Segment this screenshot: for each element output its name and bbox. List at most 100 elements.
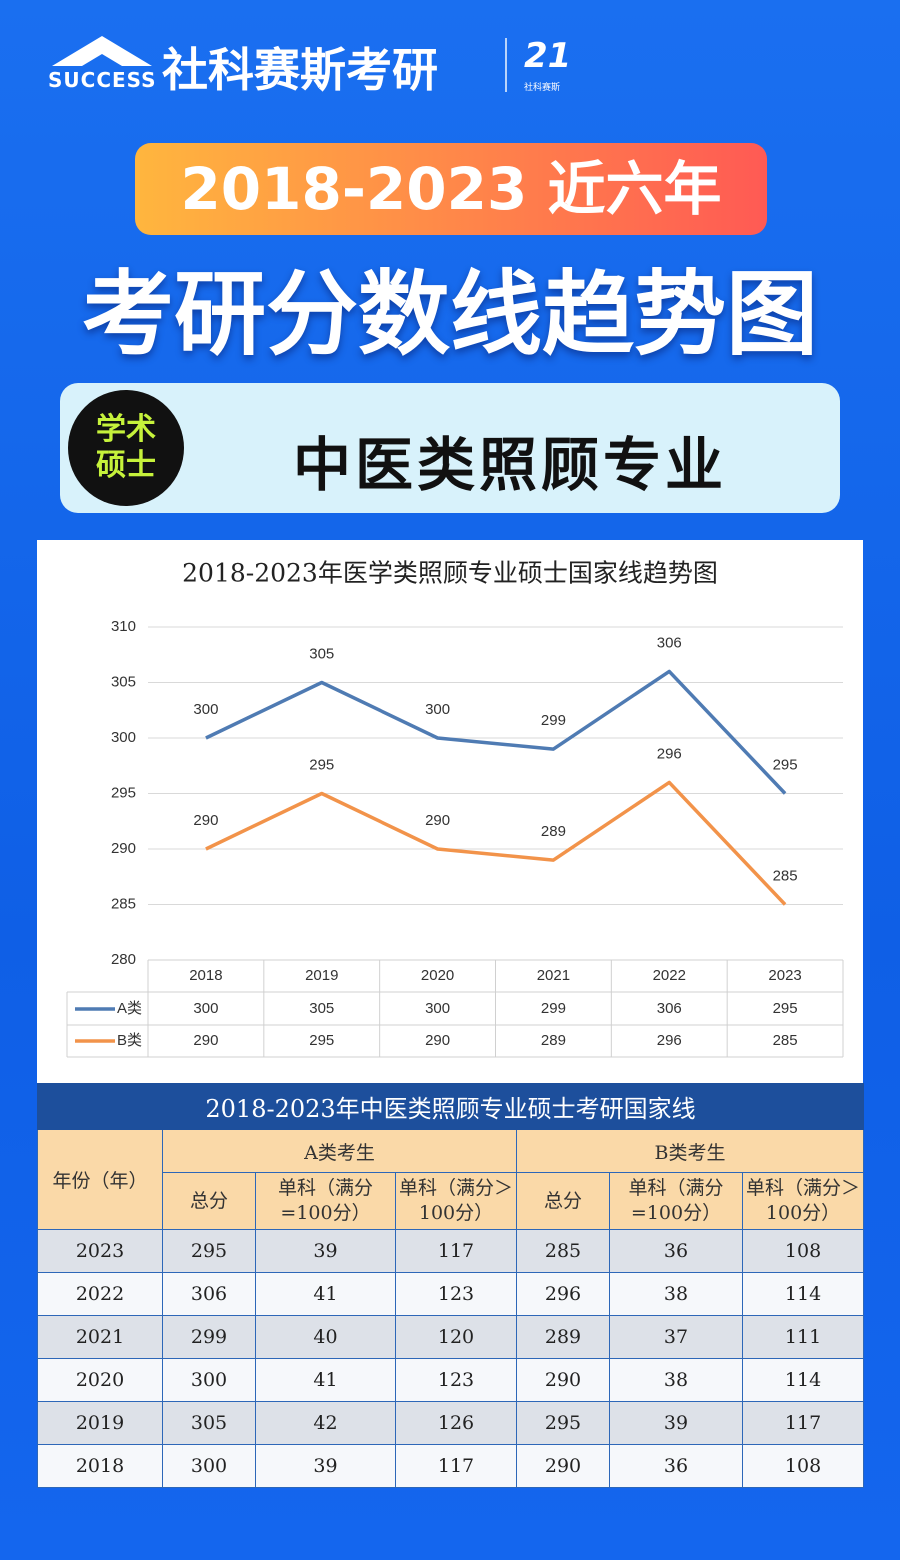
brand-cn: 社科赛斯考研 (162, 43, 438, 97)
data-label: 305 (309, 645, 334, 662)
table-cell: 40 (255, 1315, 396, 1359)
table-cell: 38 (609, 1358, 743, 1402)
data-label: 300 (425, 701, 450, 718)
table-cell: 39 (255, 1229, 396, 1273)
table-cell: 2018-2023年中医类照顾专业硕士考研国家线 (36, 1083, 865, 1130)
data-label: 300 (193, 701, 218, 718)
table-cell: 41 (255, 1358, 396, 1402)
table-cell: 年份（年） (37, 1129, 163, 1230)
legend-label: A类 (117, 1000, 142, 1017)
table-cell: 300 (162, 1444, 256, 1488)
table-cell: 2018 (37, 1444, 163, 1488)
legend-label: B类 (117, 1032, 142, 1049)
table-row: 2020 300 41 123 290 38 114 (37, 1358, 865, 1402)
table-value: 295 (773, 1000, 798, 1017)
table-row: 2018 300 39 117 290 36 108 (37, 1444, 865, 1488)
x-tick-label: 2020 (421, 967, 454, 984)
table-row: 2022 306 41 123 296 38 114 (37, 1272, 865, 1316)
table-cell: 37 (609, 1315, 743, 1359)
ribbon: 2018-2023 近六年 (135, 143, 767, 235)
table-cell: 108 (741, 1229, 865, 1273)
score-table: 2018-2023年中医类照顾专业硕士考研国家线 年份（年） A类考生 B类考生 总分单… (36, 1083, 865, 1488)
table-cell: 42 (255, 1401, 396, 1445)
table-cell: 111 (741, 1315, 865, 1359)
y-tick-label: 310 (111, 618, 136, 635)
y-tick-label: 305 (111, 673, 136, 690)
table-value: 296 (657, 1032, 682, 1049)
table-cell: 2022 (37, 1272, 163, 1316)
table-cell: 总分 (516, 1172, 610, 1230)
table-cell: 285 (516, 1229, 610, 1273)
table-cell: 单科（满分=100分） (609, 1172, 743, 1230)
table-cell: 单科（满分＞100分） (741, 1172, 865, 1230)
y-tick-label: 290 (111, 840, 136, 857)
subject: 中医类照顾专业 (292, 431, 727, 499)
table-cell: 单科（满分=100分） (255, 1172, 396, 1230)
x-tick-label: 2023 (768, 967, 801, 984)
table-cell: 126 (395, 1401, 517, 1445)
data-label: 285 (773, 867, 798, 884)
chart-title: 2018-2023年医学类照顾专业硕士国家线趋势图 (182, 559, 718, 588)
badge-line: 硕士 (96, 448, 156, 483)
table-row: 2023 295 39 117 285 36 108 (37, 1229, 865, 1273)
table-cell: 123 (395, 1358, 517, 1402)
table-cell: 2023 (37, 1229, 163, 1273)
logo-mark: 21 (524, 36, 572, 76)
table-value: 289 (541, 1032, 566, 1049)
data-label: 289 (541, 823, 566, 840)
table-cell: 305 (162, 1401, 256, 1445)
y-tick-label: 300 (111, 729, 136, 746)
y-tick-label: 285 (111, 895, 136, 912)
badge-line: 学术 (96, 412, 156, 447)
table-value: 299 (541, 1000, 566, 1017)
table-value: 285 (773, 1032, 798, 1049)
table-cell: 296 (516, 1272, 610, 1316)
table-cell: 295 (162, 1229, 256, 1273)
data-label: 299 (541, 712, 566, 729)
table-value: 305 (309, 1000, 334, 1017)
table-cell: 290 (516, 1358, 610, 1402)
badge: 学术 硕士 (68, 390, 184, 506)
table-cell: A类考生 (162, 1129, 517, 1173)
table-row: 2018-2023年中医类照顾专业硕士考研国家线 (36, 1083, 865, 1130)
table-cell: 2020 (37, 1358, 163, 1402)
table-cell: 2021 (37, 1315, 163, 1359)
table-cell: 114 (741, 1272, 865, 1316)
table-cell: 41 (255, 1272, 396, 1316)
table-row: 2019 305 42 126 295 39 117 (37, 1401, 865, 1445)
table-cell: 117 (741, 1401, 865, 1445)
table-cell: 单科（满分＞100分） (395, 1172, 517, 1230)
table-value: 300 (425, 1000, 450, 1017)
table-cell: 36 (609, 1444, 743, 1488)
table-cell: 36 (609, 1229, 743, 1273)
table-cell: 306 (162, 1272, 256, 1316)
table-cell: 123 (395, 1272, 517, 1316)
table-cell: 290 (516, 1444, 610, 1488)
table-cell: 39 (609, 1401, 743, 1445)
divider (505, 38, 507, 92)
table-value: 300 (193, 1000, 218, 1017)
table-value: 290 (425, 1032, 450, 1049)
chart: 2018-2023年医学类照顾专业硕士国家线趋势图 280 285 290 295 30… (37, 540, 863, 1083)
table-cell: 289 (516, 1315, 610, 1359)
y-tick-label: 295 (111, 784, 136, 801)
table-value: 295 (309, 1032, 334, 1049)
data-label: 295 (309, 756, 334, 773)
table-cell: 108 (741, 1444, 865, 1488)
table-cell: 299 (162, 1315, 256, 1359)
table-row: 总分 单科（满分=100分） 单科（满分＞100分） 总分 单科（满分=100分） 单科（… (38, 1172, 865, 1230)
data-label: 306 (657, 634, 682, 651)
table-cell: 120 (395, 1315, 517, 1359)
table-cell: 总分 (162, 1172, 256, 1230)
series-line (205, 780, 787, 906)
table-cell: 38 (609, 1272, 743, 1316)
table-cell: 300 (162, 1358, 256, 1402)
subject-box (60, 383, 840, 513)
main-title: 考研分数线趋势图 (81, 261, 818, 368)
logo-small: 社科赛斯 (524, 83, 561, 93)
table-cell: B类考生 (515, 1129, 865, 1173)
x-tick-label: 2021 (537, 967, 570, 984)
data-label: 296 (657, 745, 682, 762)
table-cell: 2019 (37, 1401, 163, 1445)
